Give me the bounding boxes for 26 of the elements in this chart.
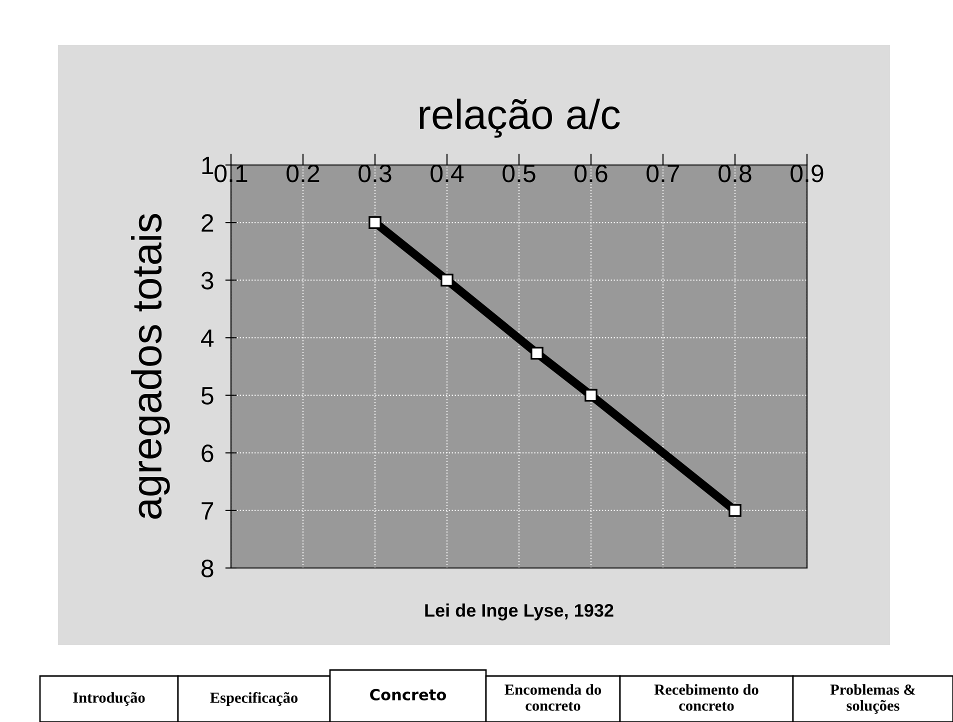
text: Especificação	[210, 692, 298, 706]
x-tick-label: 0.4	[430, 164, 464, 182]
point	[530, 346, 544, 360]
y-tick-label: 4	[201, 330, 214, 347]
point	[728, 504, 742, 517]
y-tick-label: 1	[202, 156, 214, 174]
y-tick-label: 7	[202, 502, 214, 520]
point	[368, 216, 382, 229]
text: Concreto	[370, 688, 446, 700]
x-tick-label: 0.8	[718, 164, 752, 182]
y-axis-title: agregados totais	[131, 214, 170, 519]
text: Recebimento do concreto	[654, 684, 758, 711]
x-tick-label: 0.3	[358, 164, 392, 182]
text: Problemas & soluções	[830, 684, 916, 714]
x-tick-label: 0.6	[574, 164, 608, 182]
y-tick-label: 8	[202, 560, 214, 578]
text: Encomenda do concreto	[504, 684, 602, 711]
point	[440, 274, 454, 287]
y-tick-label: 5	[201, 387, 214, 405]
y-tick-label: 6	[202, 444, 214, 462]
x-axis-title: relação a/c	[420, 98, 620, 138]
text: Introdução	[73, 692, 145, 706]
point	[584, 388, 598, 402]
y-tick-label: 2	[202, 214, 214, 232]
text: Lei de Inge Lyse, 1932	[425, 604, 614, 620]
y-tick-label: 3	[201, 272, 214, 290]
